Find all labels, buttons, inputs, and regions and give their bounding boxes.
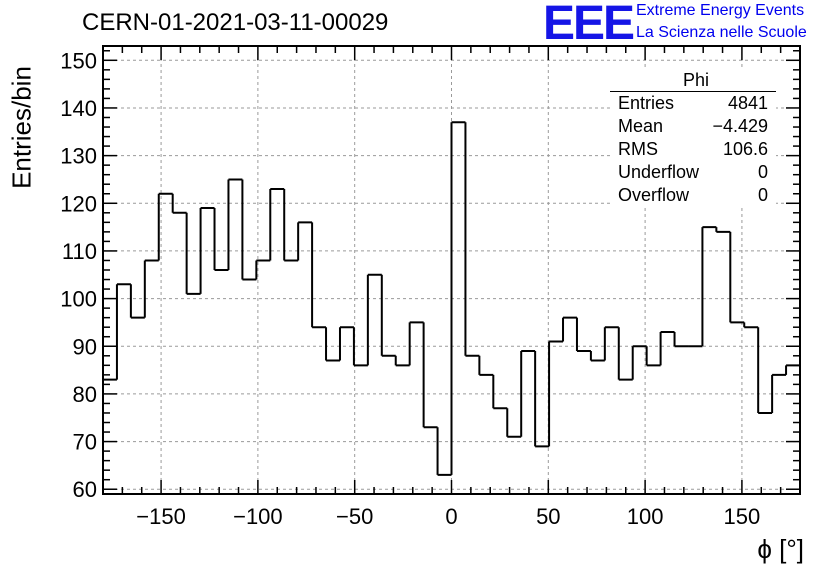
stats-box: Phi Entries 4841 Mean −4.429 RMS 106.6 U… <box>610 69 776 207</box>
y-tick-label: 100 <box>60 287 97 312</box>
stats-row-rms: RMS 106.6 <box>610 138 776 161</box>
histogram-bin <box>757 327 773 414</box>
y-tick-label: 110 <box>62 239 97 264</box>
tick-labels: −150 −100 −50 0 50 100 150 60 70 80 90 100 110 120 130… <box>60 48 760 529</box>
histogram-bin <box>743 322 759 329</box>
y-tick-label: 140 <box>60 96 97 121</box>
histogram-bin <box>492 374 508 410</box>
stats-value: 0 <box>757 185 768 205</box>
histogram-bin <box>603 326 619 361</box>
stats-label: Overflow <box>618 185 690 205</box>
histogram-bin <box>311 222 327 329</box>
plot-title: CERN-01-2021-03-11-00029 <box>82 9 389 36</box>
stats-label: Mean <box>618 116 664 136</box>
histogram-bin <box>129 284 145 319</box>
histogram-bin <box>659 330 675 366</box>
histogram-bin <box>771 373 787 413</box>
histogram-bin <box>325 327 340 362</box>
histogram-bin <box>464 122 480 357</box>
stats-value: 4841 <box>727 93 768 113</box>
histogram-bin <box>227 178 243 270</box>
histogram-bin <box>283 188 299 262</box>
eee-logo: EEE <box>543 0 635 50</box>
y-tick-label: 120 <box>60 191 97 216</box>
stats-row-underflow: Underflow 0 <box>610 161 776 184</box>
y-tick-label: 130 <box>60 144 97 169</box>
histogram-bin <box>715 227 731 233</box>
stats-label: RMS <box>618 139 658 159</box>
histogram-bin <box>352 327 368 367</box>
histogram-bin <box>171 193 187 214</box>
x-tick-label: 100 <box>627 504 664 529</box>
histogram-bin <box>241 179 257 281</box>
y-tick-label: 80 <box>73 382 97 407</box>
histogram-bin <box>394 355 410 367</box>
histogram-bin <box>157 192 173 261</box>
y-tick-label: 150 <box>60 48 97 73</box>
histogram-bin <box>534 351 550 448</box>
histogram-bin <box>143 259 159 318</box>
histogram-bin <box>729 231 745 324</box>
histogram-bin <box>422 322 438 429</box>
x-tick-label: −100 <box>233 504 283 529</box>
x-tick-label: 0 <box>445 504 457 529</box>
histogram-bin <box>645 346 661 367</box>
y-tick-label: 90 <box>73 334 97 359</box>
stats-value: −4.429 <box>712 116 768 136</box>
y-tick-label: 60 <box>73 477 97 502</box>
histogram-bin <box>520 350 536 437</box>
histogram-bin <box>199 207 215 294</box>
histogram-bin <box>269 187 285 261</box>
x-tick-label: 150 <box>724 504 761 529</box>
stats-row-entries: Entries 4841 <box>610 92 776 115</box>
histogram-bin <box>213 208 229 271</box>
x-axis-label: ϕ [°] <box>757 534 804 564</box>
stats-title: Phi <box>610 69 776 92</box>
x-tick-label: −50 <box>336 504 373 529</box>
logo-line-extreme-energy-events: Extreme Energy Events <box>636 2 805 19</box>
histogram-bin <box>506 408 522 438</box>
histogram-series <box>103 121 800 476</box>
axis-ticks <box>103 46 800 494</box>
histogram-bin <box>185 212 201 295</box>
histogram-bin <box>548 340 564 447</box>
logo-line-scienza-scuole: La Scienza nelle Scuole <box>636 24 807 41</box>
histogram-bin <box>450 121 466 475</box>
stats-row-overflow: Overflow 0 <box>610 184 776 207</box>
stats-label: Entries <box>618 93 675 113</box>
histogram-bin <box>478 355 494 376</box>
histogram-bin <box>562 316 577 342</box>
stats-value: 106.6 <box>722 139 768 159</box>
histogram-bin <box>631 345 647 380</box>
histogram-bin <box>575 317 591 353</box>
histogram-bin <box>785 364 800 375</box>
x-tick-label: 50 <box>536 504 560 529</box>
stats-label: Underflow <box>618 162 700 182</box>
y-tick-label: 70 <box>73 430 97 455</box>
histogram-bin <box>701 226 717 347</box>
stats-value: 0 <box>757 162 768 182</box>
histogram-bin <box>589 351 605 362</box>
histogram-bin <box>366 273 382 366</box>
histogram-bin <box>338 326 354 361</box>
histogram-bin <box>617 327 633 381</box>
y-axis-label: Entries/bin <box>6 66 37 189</box>
histogram-bin <box>297 221 313 261</box>
histogram-bin <box>380 274 396 357</box>
histogram-bin <box>115 283 131 380</box>
stats-row-mean: Mean −4.429 <box>610 115 776 138</box>
x-tick-label: −150 <box>136 504 186 529</box>
histogram-bin <box>255 259 271 280</box>
histogram-bin <box>408 321 424 366</box>
histogram-bin <box>673 331 689 348</box>
histogram-bin <box>436 427 452 476</box>
